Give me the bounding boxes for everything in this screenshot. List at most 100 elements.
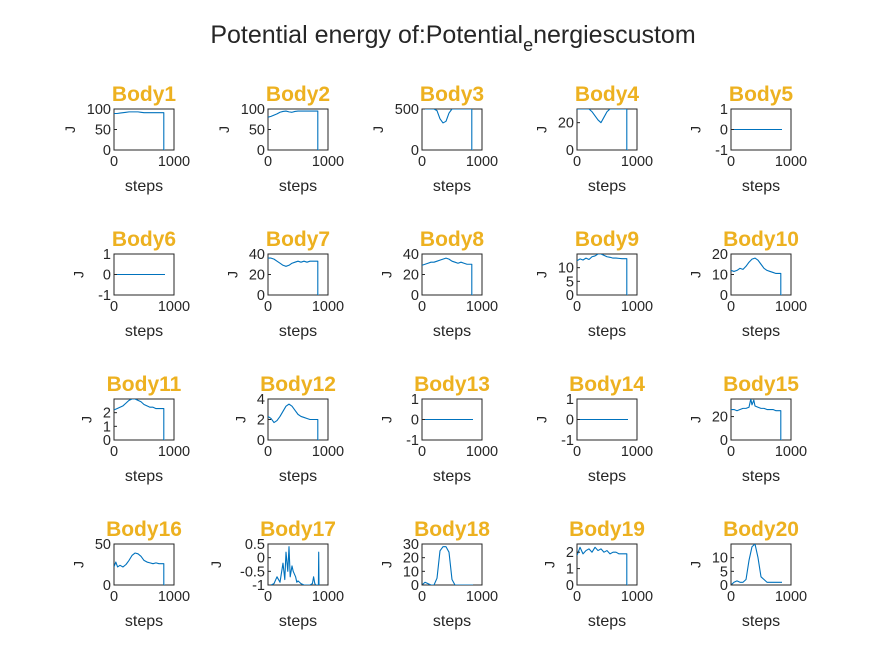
y-axis-label: J	[533, 416, 549, 423]
x-tick-label: 0	[110, 589, 118, 605]
plot-area	[267, 253, 329, 296]
y-tick-label: 100	[241, 102, 265, 118]
x-tick-label: 1000	[312, 589, 344, 605]
series-line	[422, 546, 473, 585]
y-axis-label: J	[687, 126, 703, 133]
x-axis-label: steps	[433, 178, 471, 195]
plot-area	[730, 543, 792, 586]
x-tick-label: 1000	[466, 589, 498, 605]
x-axis-label: steps	[279, 323, 317, 340]
subplot-body4: Body4 0 20 0 1000 steps J	[533, 83, 653, 195]
x-tick-label: 0	[418, 589, 426, 605]
y-axis-label: J	[378, 561, 394, 568]
y-tick-label: -0.5	[240, 564, 265, 580]
y-tick-label: -1	[715, 143, 728, 159]
y-tick-label: 0	[720, 123, 728, 139]
figure-title: Potential energy of:Potentialenergiescus…	[210, 21, 695, 55]
y-tick-label: 0	[411, 288, 419, 304]
x-tick-label: 1000	[775, 444, 807, 460]
x-tick-label: 0	[573, 154, 581, 170]
x-tick-label: 0	[573, 589, 581, 605]
x-axis-label: steps	[125, 178, 163, 195]
y-tick-label: 0.5	[245, 537, 265, 553]
y-axis-label: J	[79, 416, 95, 423]
x-axis-label: steps	[588, 323, 626, 340]
subplot-title: Body16	[106, 518, 182, 541]
y-tick-label: 0	[720, 433, 728, 449]
series-line	[268, 257, 319, 295]
y-axis-label: J	[70, 271, 86, 278]
series-line	[114, 399, 165, 440]
x-axis-label: steps	[125, 468, 163, 485]
figure-title-main: Potential energy of:Potential	[210, 21, 523, 49]
series-line	[422, 109, 473, 150]
x-axis-label: steps	[588, 613, 626, 630]
y-tick-label: 20	[403, 551, 419, 567]
x-tick-label: 1000	[158, 299, 190, 315]
subplot-title: Body17	[260, 518, 336, 541]
plot-area	[113, 543, 175, 586]
series-line	[268, 546, 320, 585]
y-axis-label: J	[533, 271, 549, 278]
y-tick-label: 5	[720, 564, 728, 580]
subplot-title: Body13	[414, 373, 490, 396]
subplot-title: Body12	[260, 373, 336, 396]
y-tick-label: 10	[712, 268, 728, 284]
subplot-title: Body8	[420, 228, 485, 251]
x-tick-label: 1000	[775, 299, 807, 315]
x-tick-label: 1000	[466, 154, 498, 170]
series-line	[422, 257, 473, 295]
x-axis-label: steps	[433, 468, 471, 485]
x-axis-label: steps	[279, 178, 317, 195]
x-tick-label: 0	[110, 299, 118, 315]
y-tick-label: 20	[249, 268, 265, 284]
x-tick-label: 0	[573, 299, 581, 315]
x-axis-label: steps	[125, 613, 163, 630]
y-tick-label: -1	[98, 288, 111, 304]
y-axis-label: J	[224, 271, 240, 278]
y-tick-label: 2	[257, 413, 265, 429]
y-tick-label: 0	[566, 578, 574, 594]
x-tick-label: 0	[418, 299, 426, 315]
y-tick-label: -1	[406, 433, 419, 449]
y-tick-label: 50	[249, 123, 265, 139]
y-tick-label: 0	[720, 578, 728, 594]
x-tick-label: 1000	[621, 154, 653, 170]
y-tick-label: 2	[566, 545, 574, 561]
y-tick-label: 1	[566, 562, 574, 578]
x-tick-label: 0	[110, 444, 118, 460]
plot-area	[421, 253, 483, 296]
y-tick-label: 5	[566, 274, 574, 290]
y-tick-label: 0	[257, 551, 265, 567]
x-tick-label: 0	[264, 154, 272, 170]
x-tick-label: 0	[264, 299, 272, 315]
x-tick-label: 0	[418, 154, 426, 170]
series-line	[577, 109, 628, 150]
y-tick-label: 20	[558, 116, 574, 132]
y-tick-label: 0	[566, 413, 574, 429]
x-tick-label: 0	[573, 444, 581, 460]
subplot-title: Body4	[575, 83, 640, 106]
y-tick-label: -1	[252, 578, 265, 594]
y-tick-label: 0	[257, 143, 265, 159]
subplot-title: Body20	[723, 518, 799, 541]
x-tick-label: 1000	[312, 154, 344, 170]
subplot-title: Body10	[723, 228, 799, 251]
y-axis-label: J	[687, 271, 703, 278]
y-tick-label: 50	[95, 537, 111, 553]
plot-area	[730, 253, 792, 296]
y-axis-label: J	[533, 126, 549, 133]
x-axis-label: steps	[125, 323, 163, 340]
y-tick-label: 0	[103, 578, 111, 594]
y-tick-label: 1	[720, 102, 728, 118]
subplot-body10: Body10 0 10 20 0 1000 steps J	[687, 228, 807, 340]
y-axis-label: J	[542, 561, 558, 568]
x-axis-label: steps	[742, 323, 780, 340]
x-axis-label: steps	[742, 178, 780, 195]
y-tick-label: 1	[566, 392, 574, 408]
subplot-title: Body6	[112, 228, 176, 251]
